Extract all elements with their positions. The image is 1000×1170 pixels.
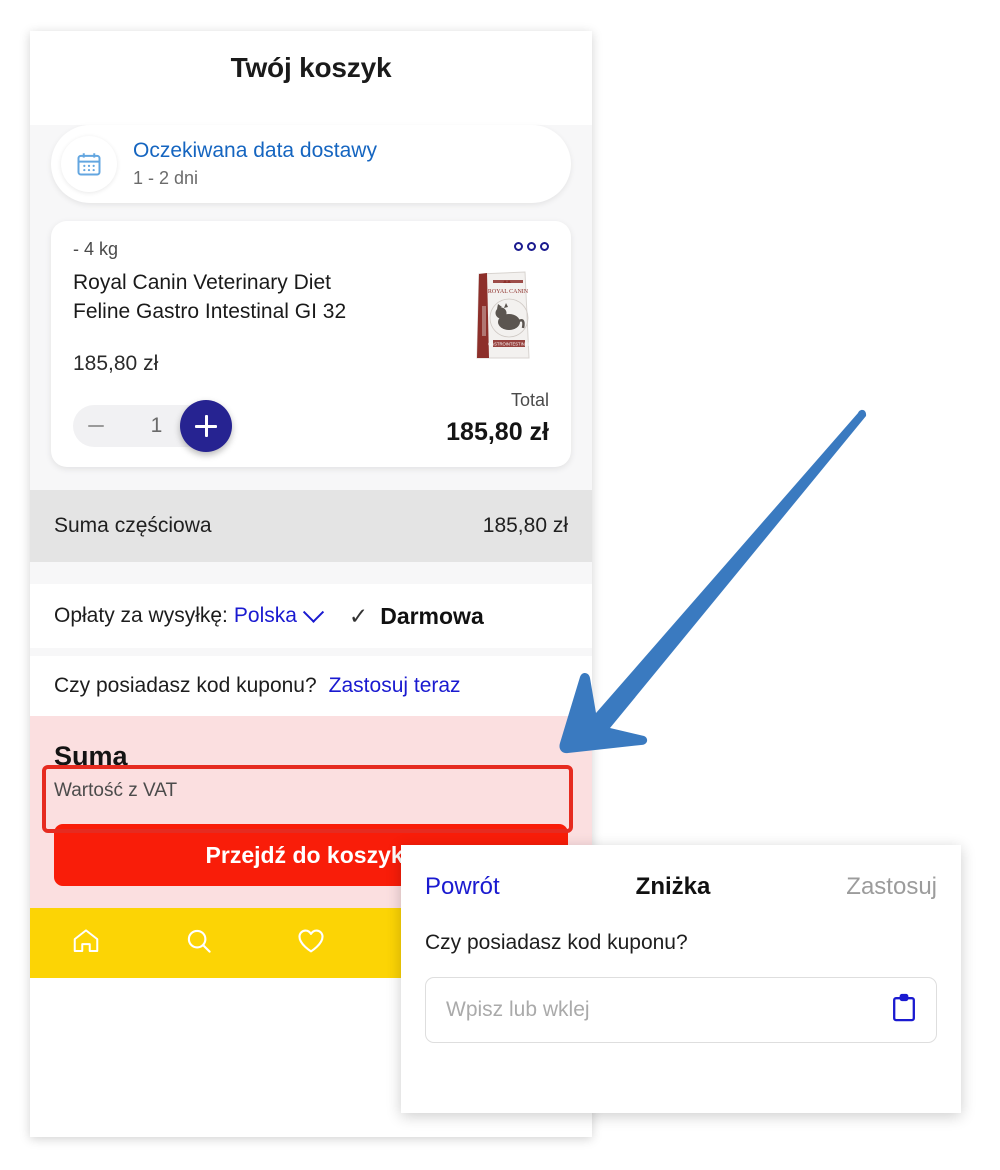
quantity-increase-button[interactable] [180,400,232,452]
search-icon [184,926,214,961]
modal-back-button[interactable]: Powrót [425,873,500,900]
screen-header: Twój koszyk [30,31,592,104]
order-total-subtitle: Wartość z VAT [54,780,178,801]
heart-icon [296,926,326,961]
subtotal-label: Suma częściowa [54,514,212,537]
order-total-title: Suma [54,741,128,771]
subtotal-row: Suma częściowa 185,80 zł [30,490,592,562]
delivery-title: Oczekiwana data dostawy [133,139,377,162]
modal-apply-button[interactable]: Zastosuj [846,873,937,900]
cart-item-bottom-row: 1 Total 185,80 zł [73,390,549,452]
coupon-code-placeholder: Wpisz lub wklej [446,998,590,1021]
calendar-icon [61,136,117,192]
item-total-block: Total 185,80 zł [446,390,549,447]
coupon-question: Czy posiadasz kod kuponu? [54,674,317,697]
expected-delivery-card[interactable]: Oczekiwana data dostawy 1 - 2 dni [51,125,571,203]
cart-item-card: - 4 kg Royal Canin Veterinary Diet Felin… [51,221,571,467]
coupon-code-field[interactable]: Wpisz lub wklej [425,977,937,1043]
delivery-estimate: 1 - 2 dni [133,168,199,188]
svg-text:GASTROINTESTINAL: GASTROINTESTINAL [488,342,531,347]
cart-item-top-row: - 4 kg [73,239,549,260]
apply-coupon-link[interactable]: Zastosuj teraz [328,674,461,697]
check-icon: ✓ [348,602,369,629]
delivery-text-block: Oczekiwana data dostawy 1 - 2 dni [133,138,377,190]
clipboard-paste-icon[interactable] [890,993,918,1028]
blue-arrow-annotation [540,395,920,785]
chevron-down-icon[interactable] [302,601,325,623]
section-gap [30,562,592,584]
modal-header: Powrót Zniżka Zastosuj [425,845,937,929]
coupon-row: Czy posiadasz kod kuponu? Zastosuj teraz [30,656,592,716]
discount-code-modal: Powrót Zniżka Zastosuj Czy posiadasz kod… [401,845,961,1113]
shipping-status: Darmowa [380,602,484,629]
product-thumbnail[interactable]: ROYAL CANIN GASTROINTESTINAL [465,266,539,362]
product-name[interactable]: Royal Canin Veterinary Diet Feline Gastr… [73,271,347,323]
more-options-dots-icon[interactable] [514,239,549,251]
modal-question: Czy posiadasz kod kuponu? [425,931,688,954]
subtotal-value: 185,80 zł [482,514,568,537]
page-title: Twój koszyk [230,51,392,83]
item-total-value: 185,80 zł [446,418,549,446]
shipping-row: Opłaty za wysyłkę: Polska ✓ Darmowa [30,584,592,648]
product-weight: - 4 kg [73,239,119,259]
quantity-stepper[interactable]: 1 [73,400,232,452]
nav-item-favourites[interactable] [255,926,367,961]
shipping-country-select[interactable]: Polska [233,604,297,627]
section-gap-thin [30,648,592,656]
quantity-decrease-button[interactable] [73,405,119,447]
item-total-label: Total [510,390,549,410]
cart-item-main-row: Royal Canin Veterinary Diet Feline Gastr… [73,260,549,376]
product-unit-price: 185,80 zł [73,352,159,375]
home-icon [71,926,101,961]
nav-item-search[interactable] [142,926,254,961]
nav-item-home[interactable] [30,926,142,961]
shipping-label: Opłaty za wysyłkę: [54,604,228,627]
svg-text:ROYAL CANIN: ROYAL CANIN [488,289,529,295]
quantity-value: 1 [150,414,163,437]
modal-title: Zniżka [635,873,711,900]
